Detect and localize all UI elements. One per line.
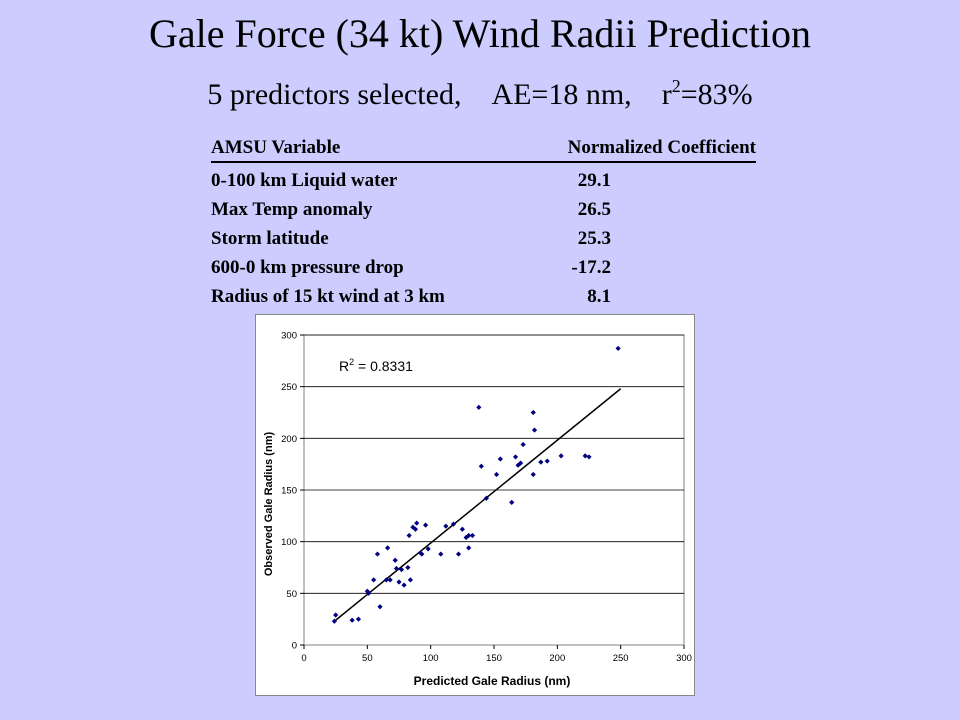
data-point <box>366 590 372 596</box>
table-row: Storm latitude 25.3 <box>211 226 756 255</box>
x-axis-label: Predicted Gale Radius (nm) <box>414 674 571 688</box>
row-coefficient: -17.2 <box>571 257 611 278</box>
r-squared-annotation: R2 = 0.8331 <box>339 357 413 374</box>
data-point <box>497 456 503 462</box>
header-coefficient: Normalized Coefficient <box>567 137 756 158</box>
scatter-chart-frame: 0 50 100 150 200 250 300 0 50 100 150 200 250 300 R2… <box>255 314 695 696</box>
data-point <box>558 453 564 459</box>
row-variable: 0-100 km Liquid water <box>211 170 398 191</box>
data-point <box>544 458 550 464</box>
data-point <box>393 565 400 572</box>
x-tick-label: 150 <box>486 653 502 664</box>
data-point <box>364 588 370 594</box>
trendline <box>333 388 622 622</box>
data-point <box>398 566 405 573</box>
table-row: Max Temp anomaly 26.5 <box>211 197 756 226</box>
row-coefficient: 29.1 <box>577 170 611 191</box>
data-point <box>383 577 389 583</box>
table-header: AMSU Variable Normalized Coefficient <box>211 137 756 163</box>
data-point <box>478 463 484 469</box>
data-point <box>349 617 355 623</box>
table-row: 0-100 km Liquid water 29.1 <box>211 168 756 197</box>
data-point <box>355 616 362 622</box>
x-tick-label: 250 <box>613 653 629 664</box>
slide-subtitle: 5 predictors selected, AE=18 nm, r2=83% <box>0 76 960 112</box>
x-axis-ticks: 0 50 100 150 200 250 300 <box>301 645 692 664</box>
data-point <box>493 471 500 478</box>
row-variable: Radius of 15 kt wind at 3 km <box>211 286 445 307</box>
data-point <box>412 526 419 532</box>
x-tick-label: 50 <box>362 653 373 664</box>
y-tick-label: 250 <box>281 382 297 393</box>
data-point <box>530 471 536 478</box>
data-point <box>531 427 538 433</box>
data-point <box>469 532 476 539</box>
row-coefficient: 8.1 <box>587 286 611 307</box>
x-tick-label: 0 <box>301 653 306 664</box>
y-tick-label: 200 <box>281 434 297 445</box>
header-variable: AMSU Variable <box>211 137 341 158</box>
x-tick-label: 100 <box>423 653 439 664</box>
y-tick-label: 300 <box>281 331 297 342</box>
data-point <box>520 441 526 448</box>
data-point <box>538 459 544 465</box>
data-point <box>396 579 402 585</box>
x-tick-label: 200 <box>549 653 565 664</box>
y-axis-ticks: 0 50 100 150 200 250 300 <box>281 331 304 652</box>
data-point <box>371 577 377 583</box>
y-tick-label: 0 <box>292 641 297 652</box>
y-axis-label: Observed Gale Radius (nm) <box>263 432 275 577</box>
scatter-chart: 0 50 100 150 200 250 300 0 50 100 150 200 250 300 R2… <box>263 331 692 689</box>
ae-text: AE=18 nm, <box>491 78 632 111</box>
row-variable: Storm latitude <box>211 228 329 249</box>
data-point <box>530 409 536 416</box>
row-variable: Max Temp anomaly <box>211 199 373 220</box>
data-point <box>615 345 621 352</box>
data-point <box>407 577 413 583</box>
row-variable: 600-0 km pressure drop <box>211 257 404 278</box>
row-coefficient: 25.3 <box>577 228 611 249</box>
coefficient-table: AMSU Variable Normalized Coefficient 0-1… <box>211 137 756 313</box>
r2-text: r2=83% <box>661 76 753 111</box>
data-point <box>518 460 524 466</box>
x-tick-label: 300 <box>676 653 692 664</box>
predictors-text: 5 predictors selected, <box>207 78 462 111</box>
y-tick-label: 150 <box>281 486 297 497</box>
data-point <box>331 618 337 624</box>
y-tick-label: 100 <box>281 537 297 548</box>
y-tick-label: 50 <box>286 589 297 600</box>
data-point <box>392 557 398 563</box>
slide-title: Gale Force (34 kt) Wind Radii Prediction <box>149 11 811 56</box>
row-coefficient: 26.5 <box>577 199 611 220</box>
data-point <box>377 604 383 610</box>
table-row: 600-0 km pressure drop -17.2 <box>211 255 756 284</box>
table-row: Radius of 15 kt wind at 3 km 8.1 <box>211 284 756 313</box>
data-point <box>387 577 393 583</box>
